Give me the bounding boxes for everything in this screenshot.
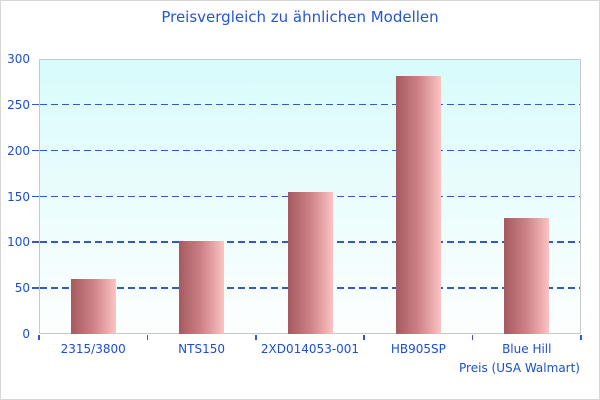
x-axis-tick-2	[255, 335, 257, 340]
y-tick-200	[32, 149, 39, 152]
y-axis-label-150: 150	[7, 189, 30, 204]
y-axis-label-300: 300	[7, 52, 30, 66]
chart-title: Preisvergleich zu ähnlichen Modellen	[161, 8, 439, 26]
x-axis-label-hb905sp: HB905SP	[390, 342, 446, 356]
bar-2xd014053-001	[287, 191, 333, 334]
x-axis-tick-4	[471, 335, 474, 340]
x-axis-label-2xd014053-001: 2XD014053-001	[260, 342, 360, 356]
bar-blue-hill	[504, 217, 550, 334]
x-axis-tick-1	[146, 335, 149, 340]
y-axis-label-0: 0	[22, 327, 30, 341]
y-tick-150	[32, 195, 39, 197]
y-tick-50	[32, 287, 39, 289]
y-axis-label-250: 250	[7, 97, 30, 112]
gridline-200	[40, 149, 580, 152]
y-tick-250	[32, 103, 39, 106]
gridline-250	[40, 103, 580, 106]
bar-hb905sp	[395, 75, 441, 334]
bar-nts150	[179, 240, 225, 334]
y-axis-label-100: 100	[7, 235, 30, 250]
x-axis-label-2315-3800: 2315/3800	[60, 342, 126, 356]
value-axis-title: Preis (USA Walmart)	[459, 361, 580, 375]
x-axis-tick-3	[363, 335, 365, 340]
y-tick-100	[32, 241, 39, 243]
y-axis-label-50: 50	[14, 281, 30, 296]
x-axis-label-nts150: NTS150	[178, 342, 225, 356]
x-axis-label-blue-hill: Blue Hill	[502, 342, 552, 356]
x-axis-tick-0	[38, 335, 40, 340]
y-axis-label-200: 200	[7, 143, 30, 158]
bar-2315-3800	[70, 279, 116, 334]
x-axis-tick-5	[580, 335, 582, 340]
